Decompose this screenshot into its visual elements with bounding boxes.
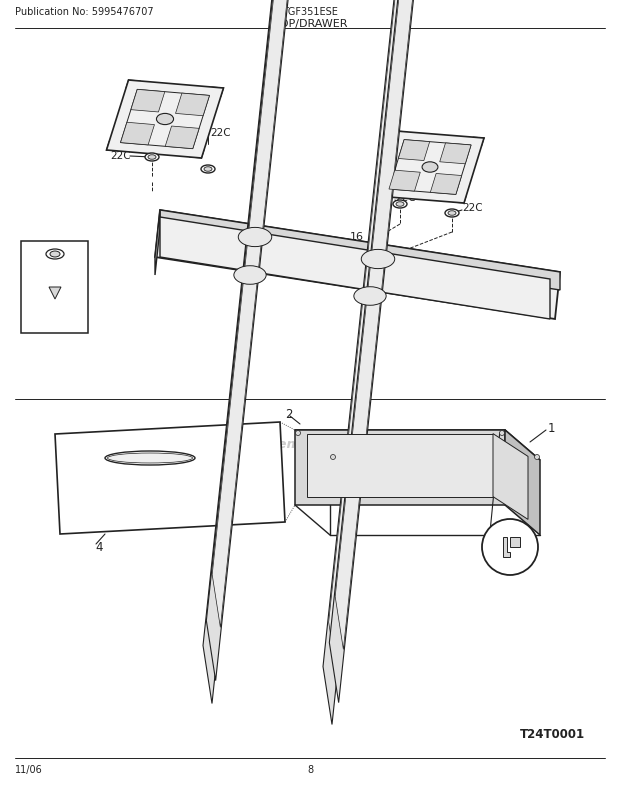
Polygon shape <box>329 0 427 703</box>
Polygon shape <box>376 132 484 204</box>
Text: 20: 20 <box>130 88 144 98</box>
Ellipse shape <box>396 202 404 207</box>
Circle shape <box>330 455 335 460</box>
Ellipse shape <box>46 249 64 260</box>
Polygon shape <box>49 288 61 300</box>
Ellipse shape <box>105 452 195 465</box>
Polygon shape <box>55 423 285 534</box>
Text: 20: 20 <box>392 133 406 143</box>
Polygon shape <box>120 123 154 146</box>
Ellipse shape <box>354 287 386 306</box>
Polygon shape <box>389 140 471 195</box>
Text: 7: 7 <box>503 565 510 575</box>
Text: T24T0001: T24T0001 <box>520 727 585 740</box>
Ellipse shape <box>148 156 156 160</box>
Text: 16: 16 <box>350 232 364 241</box>
Polygon shape <box>295 431 540 460</box>
Ellipse shape <box>448 212 456 216</box>
Polygon shape <box>107 81 223 159</box>
Text: 22C: 22C <box>210 128 231 138</box>
Text: 2: 2 <box>285 408 293 421</box>
Polygon shape <box>160 211 560 290</box>
Polygon shape <box>160 217 550 320</box>
Text: 8: 8 <box>307 764 313 774</box>
FancyBboxPatch shape <box>21 241 88 334</box>
Text: eReplacementParts.com: eReplacementParts.com <box>220 438 400 451</box>
Polygon shape <box>203 0 297 703</box>
Polygon shape <box>510 537 520 547</box>
Polygon shape <box>120 91 210 149</box>
Polygon shape <box>155 211 560 320</box>
Ellipse shape <box>422 163 438 173</box>
Text: Publication No: 5995476707: Publication No: 5995476707 <box>15 7 154 17</box>
Polygon shape <box>155 211 160 276</box>
Polygon shape <box>209 0 291 652</box>
Ellipse shape <box>234 266 266 285</box>
Ellipse shape <box>204 168 212 172</box>
Polygon shape <box>175 94 210 116</box>
Polygon shape <box>335 0 421 650</box>
Polygon shape <box>329 0 411 673</box>
Text: 22C: 22C <box>110 151 131 160</box>
Polygon shape <box>307 434 493 497</box>
Polygon shape <box>165 127 199 149</box>
Polygon shape <box>440 144 471 164</box>
Polygon shape <box>493 434 528 520</box>
Ellipse shape <box>201 166 215 174</box>
Ellipse shape <box>107 453 192 464</box>
Text: TGF351ESE: TGF351ESE <box>282 7 338 17</box>
Ellipse shape <box>393 200 407 209</box>
Polygon shape <box>206 0 304 681</box>
Ellipse shape <box>361 250 395 269</box>
Polygon shape <box>212 0 298 628</box>
Circle shape <box>534 455 539 460</box>
Circle shape <box>500 431 505 436</box>
Circle shape <box>296 431 301 436</box>
Ellipse shape <box>445 210 459 217</box>
Text: 4: 4 <box>95 541 102 554</box>
Circle shape <box>482 520 538 575</box>
Polygon shape <box>323 0 417 724</box>
Polygon shape <box>131 91 165 113</box>
Polygon shape <box>503 537 510 557</box>
Polygon shape <box>295 431 505 505</box>
Ellipse shape <box>238 228 272 247</box>
Text: 22C: 22C <box>395 192 415 203</box>
Polygon shape <box>430 174 462 195</box>
Ellipse shape <box>156 114 174 125</box>
Polygon shape <box>505 431 540 535</box>
Ellipse shape <box>145 154 159 162</box>
Text: 1: 1 <box>548 422 556 435</box>
Text: 88: 88 <box>27 243 40 253</box>
Text: 11/06: 11/06 <box>15 764 43 774</box>
Polygon shape <box>389 171 420 192</box>
Polygon shape <box>399 140 430 161</box>
Text: TOP/DRAWER: TOP/DRAWER <box>273 19 347 29</box>
Text: 22C: 22C <box>462 203 482 213</box>
Ellipse shape <box>50 252 60 257</box>
